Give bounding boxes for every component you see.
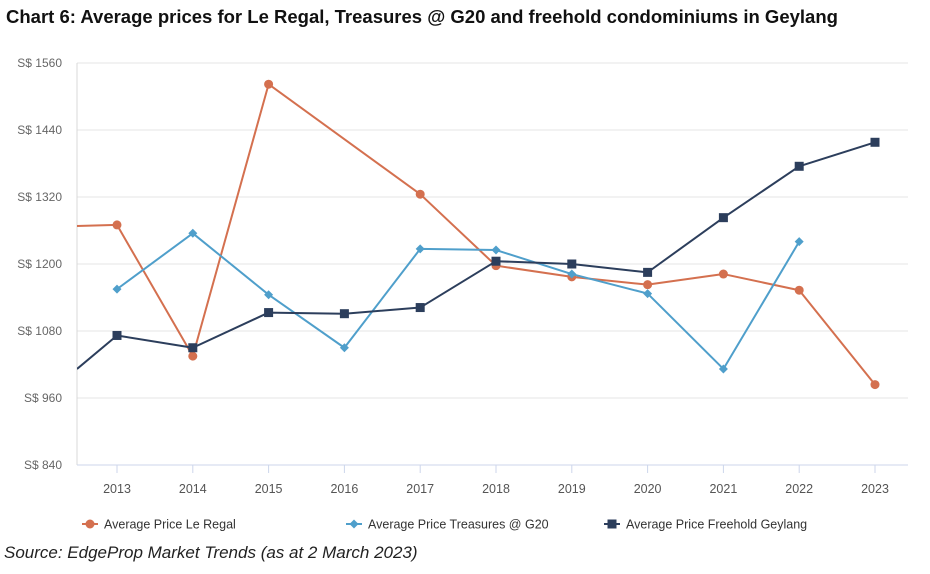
x-axis-ticks: 2013 2014 2015 2016 2017 2018 2019 2020 2021 2022… (103, 465, 889, 496)
data-point (264, 290, 274, 300)
y-tick-label: S$ 1320 (17, 190, 62, 204)
data-point (188, 228, 198, 238)
y-tick-label: S$ 1440 (17, 123, 62, 137)
y-tick-label: S$ 960 (24, 391, 62, 405)
series-line (116, 232, 801, 370)
x-tick-label: 2020 (634, 482, 662, 496)
series-line (77, 83, 876, 386)
series-2 (77, 137, 880, 370)
x-tick-label: 2023 (861, 482, 889, 496)
series-line (77, 141, 876, 370)
y-tick-label: S$ 840 (24, 458, 62, 472)
data-point (794, 237, 804, 247)
data-point (112, 330, 122, 340)
data-point (643, 289, 653, 299)
data-point (718, 364, 728, 374)
x-tick-label: 2017 (406, 482, 434, 496)
data-point (567, 269, 577, 279)
data-point (643, 267, 653, 277)
x-tick-label: 2018 (482, 482, 510, 496)
axes (76, 63, 908, 466)
legend-item[interactable]: Average Price Treasures @ G20 (346, 518, 549, 532)
data-point (794, 285, 804, 295)
data-point (870, 137, 880, 147)
data-point (870, 380, 880, 390)
legend-label: Average Price Le Regal (104, 518, 236, 532)
data-point (794, 161, 804, 171)
source-note: Source: EdgeProp Market Trends (as at 2 … (4, 543, 418, 562)
data-point (264, 79, 274, 89)
legend-item[interactable]: Average Price Le Regal (82, 518, 236, 532)
y-axis-ticks: S$ 840 S$ 960 S$ 1080 S$ 1200 S$ 1320 S$ 1440… (17, 56, 62, 472)
legend-item[interactable]: Average Price Freehold Geylang (604, 518, 807, 532)
legend: Average Price Le Regal Average Price Trea… (82, 518, 807, 532)
data-point (567, 259, 577, 269)
x-tick-label: 2019 (558, 482, 586, 496)
series-layer (77, 79, 880, 390)
data-point (415, 244, 425, 254)
data-point (349, 519, 359, 529)
data-point (188, 351, 198, 361)
series-0 (77, 79, 880, 390)
y-tick-label: S$ 1080 (17, 324, 62, 338)
data-point (264, 308, 274, 318)
data-point (339, 309, 349, 319)
y-tick-label: S$ 1200 (17, 257, 62, 271)
data-point (718, 213, 728, 223)
data-point (718, 269, 728, 279)
data-point (491, 245, 501, 255)
x-tick-label: 2014 (179, 482, 207, 496)
x-tick-label: 2021 (709, 482, 737, 496)
x-tick-label: 2022 (785, 482, 813, 496)
chart-title: Chart 6: Average prices for Le Regal, Tr… (6, 6, 838, 27)
series-1 (112, 228, 804, 374)
data-point (607, 519, 617, 529)
data-point (415, 303, 425, 313)
legend-label: Average Price Freehold Geylang (626, 518, 807, 532)
data-point (415, 189, 425, 199)
data-point (112, 284, 122, 294)
y-tick-label: S$ 1560 (17, 56, 62, 70)
data-point (85, 519, 95, 529)
data-point (339, 343, 349, 353)
legend-label: Average Price Treasures @ G20 (368, 518, 549, 532)
x-tick-label: 2013 (103, 482, 131, 496)
data-point (643, 280, 653, 290)
x-tick-label: 2016 (330, 482, 358, 496)
data-point (112, 220, 122, 230)
data-point (491, 256, 501, 266)
x-tick-label: 2015 (255, 482, 283, 496)
data-point (188, 343, 198, 353)
